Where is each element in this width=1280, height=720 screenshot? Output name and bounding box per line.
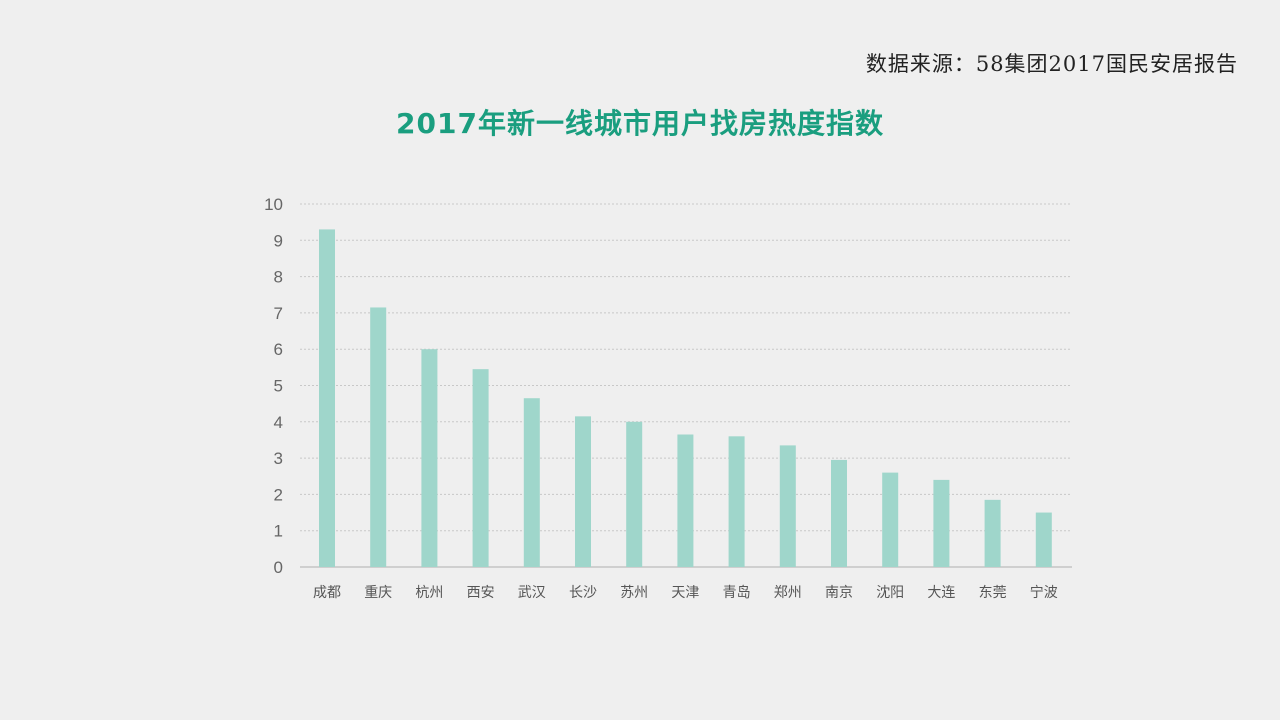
bar	[677, 434, 694, 567]
bar	[421, 349, 438, 567]
bar	[882, 472, 899, 567]
bar	[779, 445, 796, 567]
bar	[831, 459, 847, 567]
y-tick-label: 10	[264, 195, 283, 214]
y-tick-label: 8	[274, 268, 283, 287]
y-tick-label: 4	[274, 413, 283, 432]
x-tick-label: 大连	[927, 585, 955, 601]
y-tick-label: 7	[274, 304, 283, 323]
y-tick-label: 3	[274, 449, 283, 468]
x-tick-label: 沈阳	[876, 585, 904, 601]
x-tick-label: 天津	[671, 585, 699, 601]
x-tick-label: 杭州	[415, 585, 443, 601]
bar	[626, 421, 643, 567]
x-tick-label: 长沙	[569, 585, 597, 601]
bar	[370, 307, 387, 567]
source-note: 数据来源：58集团2017国民安居报告	[865, 52, 1238, 76]
bar	[472, 369, 489, 567]
y-tick-label: 2	[274, 485, 283, 504]
y-tick-label: 6	[274, 340, 283, 359]
x-tick-label: 宁波	[1030, 584, 1058, 601]
x-tick-label: 重庆	[364, 585, 392, 601]
x-tick-label: 郑州	[774, 585, 802, 601]
y-tick-label: 9	[274, 231, 283, 250]
x-tick-label: 青岛	[723, 585, 751, 601]
x-tick-label: 南京	[825, 585, 853, 601]
bar	[575, 416, 591, 567]
bar	[984, 499, 1001, 567]
y-tick-label: 0	[274, 558, 283, 577]
bar	[523, 398, 540, 567]
bar	[1035, 512, 1052, 567]
x-tick-label: 苏州	[620, 585, 648, 601]
chart-title: 2017年新一线城市用户找房热度指数	[396, 107, 884, 140]
x-tick-label: 武汉	[518, 585, 546, 601]
x-tick-label: 西安	[467, 585, 495, 601]
bar	[933, 479, 950, 567]
bar	[728, 436, 745, 567]
x-tick-label: 成都	[313, 585, 341, 601]
y-tick-label: 5	[274, 377, 283, 396]
bar	[319, 229, 335, 567]
y-tick-label: 1	[274, 522, 283, 541]
x-tick-label: 东莞	[979, 585, 1007, 601]
